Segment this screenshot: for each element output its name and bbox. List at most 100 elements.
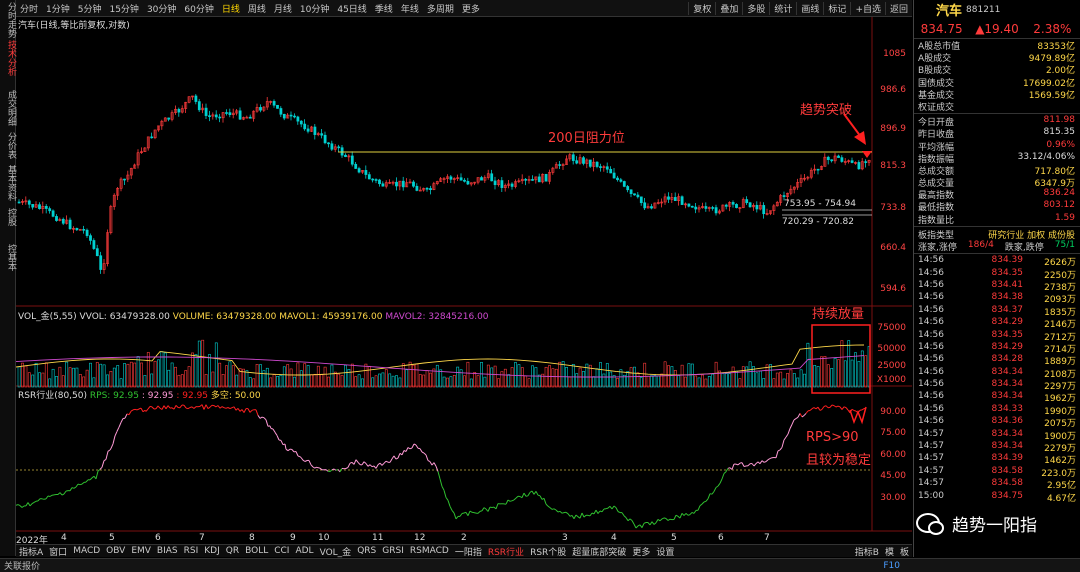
period-tab-9[interactable]: 10分钟 [299, 4, 330, 15]
period-tab-11[interactable]: 季线 [374, 4, 393, 15]
indicator-tab-21[interactable]: 设置 [656, 547, 675, 558]
rsr-line-segment [567, 513, 571, 517]
tick-price: 834.34 [991, 366, 1024, 377]
volume-bar [422, 374, 426, 388]
indicator-tab-3[interactable]: OBV [106, 546, 126, 556]
left-tab-3[interactable]: 分价表 [6, 132, 16, 159]
indicator-tab-5[interactable]: BIAS [156, 546, 178, 556]
rsr-line-segment [445, 497, 449, 501]
candle [337, 144, 341, 152]
candle [741, 197, 745, 209]
period-tab-6[interactable]: 日线 [221, 4, 240, 15]
period-tab-14[interactable]: 更多 [461, 4, 480, 15]
indicator-tab-6[interactable]: RSI [183, 546, 199, 556]
period-tab-10[interactable]: 45日线 [337, 4, 367, 15]
quote-code: 881211 [966, 4, 1001, 15]
tick-amount: 2146万 [1044, 320, 1076, 331]
rsr-line-segment [415, 444, 419, 449]
tick-price: 834.58 [991, 465, 1024, 476]
toolbar-button-7[interactable]: 返回 [884, 1, 912, 15]
period-tab-13[interactable]: 多周期 [426, 4, 454, 15]
candle [823, 153, 827, 167]
indicator-tab-19[interactable]: 超量底部突破 [572, 547, 627, 558]
indicator-tab-10[interactable]: CCI [274, 546, 290, 556]
rsr-line-segment [613, 505, 617, 508]
indicator-tab-14[interactable]: GRSI [382, 546, 404, 556]
rsr-line-segment [237, 408, 241, 412]
period-tab-5[interactable]: 60分钟 [184, 4, 214, 15]
candle [816, 168, 820, 175]
candle [765, 208, 769, 216]
rsr-line-segment [389, 458, 393, 463]
period-tab-3[interactable]: 15分钟 [109, 4, 139, 15]
left-tab-1[interactable]: 技术分析 [6, 40, 16, 76]
candle [585, 158, 589, 169]
indicator-right-2[interactable]: 板 [899, 547, 909, 558]
candle [486, 169, 490, 180]
indicator-tab-0[interactable]: 指标A [19, 547, 44, 558]
rsr-line-segment [265, 419, 269, 427]
volume-bar [378, 373, 381, 388]
left-tab-4[interactable]: 基本资料 [6, 165, 16, 201]
indicator-tab-11[interactable]: ADL [295, 546, 314, 556]
tick-time: 14:56 [918, 379, 944, 390]
chart-area[interactable]: 汽车(日线,等比前复权,对数) 1085 986.6 896.9 815.3 733.8… [15, 17, 912, 546]
period-tab-4[interactable]: 30分钟 [146, 4, 177, 15]
volume-bar [677, 375, 681, 388]
volume-bar [279, 375, 283, 388]
period-tab-12[interactable]: 年线 [400, 4, 419, 15]
volume-bar [330, 364, 334, 388]
market-stat-row: A股成交 9479.89亿 [914, 51, 1080, 64]
toolbar-button-5[interactable]: 标记 [823, 1, 850, 15]
rsr-line-segment [61, 493, 65, 496]
indicator-tab-17[interactable]: RSR行业 [487, 547, 525, 558]
toolbar-button-1[interactable]: 叠加 [715, 1, 742, 15]
rsr-line-segment [375, 464, 379, 469]
indicator-tab-16[interactable]: 一阳指 [454, 547, 482, 558]
left-tab-0[interactable]: 分时走势 [6, 2, 16, 38]
rsr-line-segment [329, 469, 333, 472]
volume-bar [745, 366, 749, 388]
indicator-tab-2[interactable]: MACD [73, 546, 101, 556]
indicator-right-1[interactable]: 模 [884, 547, 894, 558]
rsr-line-segment [779, 447, 783, 451]
period-tab-1[interactable]: 1分钟 [46, 4, 70, 15]
kline-chart-svg[interactable] [15, 17, 912, 544]
indicator-tab-4[interactable]: EMV [131, 546, 151, 556]
period-tab-7[interactable]: 周线 [247, 4, 266, 15]
indicator-tab-1[interactable]: 窗口 [49, 547, 68, 558]
indicator-tab-13[interactable]: QRS [357, 546, 377, 556]
toolbar-button-0[interactable]: 复权 [688, 1, 715, 15]
left-tab-6[interactable]: 控基本 [6, 244, 16, 271]
toolbar-button-3[interactable]: 统计 [769, 1, 796, 15]
indicator-tab-8[interactable]: QR [225, 546, 240, 556]
period-tab-8[interactable]: 月线 [273, 4, 292, 15]
candle [755, 201, 759, 213]
indicator-tab-18[interactable]: RSR个股 [530, 547, 567, 558]
toolbar-button-4[interactable]: 画线 [796, 1, 823, 15]
period-tab-0[interactable]: 分时 [20, 4, 39, 15]
tick-time: 14:57 [918, 441, 944, 452]
rsr-line-segment [274, 432, 278, 436]
indicator-tab-7[interactable]: KDJ [204, 546, 220, 556]
indicator-tab-12[interactable]: VOL_金 [319, 547, 352, 558]
f10-button[interactable]: F10 [883, 560, 900, 571]
toolbar-button-6[interactable]: +自选 [850, 1, 885, 15]
rsr-line-segment [681, 512, 685, 516]
indicator-tab-15[interactable]: RSMACD [409, 546, 449, 556]
rsr-line-segment [99, 466, 103, 470]
left-tab-5[interactable]: 控股 [6, 208, 16, 226]
left-tab-2[interactable]: 成交明细 [6, 90, 16, 126]
candle [772, 204, 776, 215]
volume-bar [347, 369, 351, 388]
toolbar-button-2[interactable]: 多股 [742, 1, 769, 15]
status-link-quote[interactable]: 关联报价 [4, 562, 41, 572]
indicator-right-0[interactable]: 指标B [854, 547, 879, 558]
rsr-line-segment [459, 513, 463, 517]
sector-type-value[interactable]: 研究行业 加权 成份股 [988, 230, 1075, 241]
rsr-line-segment [463, 511, 467, 514]
indicator-tab-9[interactable]: BOLL [245, 546, 269, 556]
indicator-tab-20[interactable]: 更多 [632, 547, 651, 558]
rsr-line-segment [839, 406, 843, 410]
period-tab-2[interactable]: 5分钟 [77, 4, 102, 15]
